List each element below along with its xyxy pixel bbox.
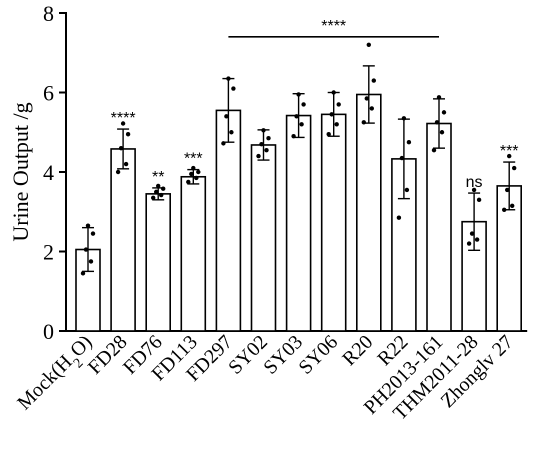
data-point xyxy=(266,136,271,141)
data-point xyxy=(156,183,161,189)
data-point xyxy=(221,141,226,146)
data-point xyxy=(329,112,334,117)
data-point xyxy=(474,237,480,242)
data-point xyxy=(406,139,412,145)
data-point xyxy=(431,147,437,153)
bar-8 xyxy=(355,93,382,332)
y-tick-label: 8 xyxy=(43,1,54,26)
data-point xyxy=(436,95,442,100)
data-point xyxy=(401,116,407,121)
data-point xyxy=(125,132,131,137)
data-point xyxy=(161,186,166,191)
data-point xyxy=(326,132,331,137)
data-point xyxy=(151,195,156,201)
data-point xyxy=(159,192,164,198)
data-point xyxy=(476,197,482,203)
bar-5 xyxy=(250,144,277,332)
data-point xyxy=(334,122,339,127)
data-point xyxy=(510,203,515,208)
significance-label: ns xyxy=(466,174,483,191)
data-point xyxy=(189,171,194,177)
data-point xyxy=(369,106,374,111)
y-tick-label: 4 xyxy=(43,160,54,185)
data-point xyxy=(331,90,336,95)
data-point xyxy=(471,187,477,193)
data-point xyxy=(336,102,341,107)
bar-4 xyxy=(215,109,242,332)
significance-label: ** xyxy=(152,169,164,186)
x-tick-label: FD28 xyxy=(84,331,132,379)
data-point xyxy=(291,134,296,139)
data-point xyxy=(466,241,472,246)
data-point xyxy=(118,145,124,151)
data-point xyxy=(294,114,299,119)
data-point xyxy=(120,121,126,126)
data-point xyxy=(399,155,405,161)
data-point xyxy=(505,187,510,193)
y-tick-label: 2 xyxy=(43,240,54,265)
data-point xyxy=(80,271,86,276)
data-point xyxy=(441,110,447,115)
y-axis-label: Urine Output /g xyxy=(8,102,33,241)
data-point xyxy=(264,147,269,153)
x-tick-label: Mock(H2O) xyxy=(13,331,101,419)
data-point xyxy=(507,153,512,159)
data-point xyxy=(224,114,229,119)
data-point xyxy=(191,165,196,171)
data-point xyxy=(301,102,306,107)
data-point xyxy=(299,122,304,127)
bar-3 xyxy=(180,175,207,332)
data-point xyxy=(439,130,445,135)
data-point xyxy=(85,223,91,228)
significance-label: **** xyxy=(111,110,136,127)
data-point xyxy=(196,169,201,175)
bar-10 xyxy=(426,122,452,332)
data-point xyxy=(229,130,234,135)
data-point xyxy=(261,128,266,133)
data-point xyxy=(259,141,264,147)
data-point xyxy=(502,207,507,212)
significance-label: *** xyxy=(184,151,203,168)
data-point xyxy=(364,96,369,101)
bracket-significance-label: **** xyxy=(321,18,346,35)
data-point xyxy=(115,169,121,175)
data-point xyxy=(469,231,475,236)
data-point xyxy=(366,42,371,47)
x-tick-label: SY03 xyxy=(259,331,307,379)
x-tick-label: SY06 xyxy=(294,331,342,379)
data-point xyxy=(512,165,517,171)
data-point xyxy=(186,179,191,185)
y-tick-label: 6 xyxy=(43,81,54,106)
x-tick-label: R20 xyxy=(338,331,377,370)
bar-6 xyxy=(285,114,312,332)
data-point xyxy=(231,86,236,91)
bar-2 xyxy=(145,193,171,332)
bar-1 xyxy=(110,148,136,332)
data-point xyxy=(296,92,301,97)
data-point xyxy=(90,231,96,236)
data-point xyxy=(396,215,402,220)
data-point xyxy=(256,153,261,159)
data-point xyxy=(361,120,366,125)
data-point xyxy=(194,175,199,181)
x-tick-label: SY02 xyxy=(224,331,272,379)
data-point xyxy=(123,161,129,167)
significance-label: *** xyxy=(500,143,519,160)
data-point xyxy=(154,189,159,195)
y-tick-label: 0 xyxy=(43,319,54,344)
data-point xyxy=(88,259,94,264)
data-point xyxy=(83,247,89,252)
data-point xyxy=(371,78,376,83)
data-point xyxy=(434,120,440,125)
data-point xyxy=(226,76,231,81)
plot-area: 02468Mock(H2O)****FD28**FD76***FD113FD29… xyxy=(13,1,528,425)
bar-7 xyxy=(320,113,347,332)
data-point xyxy=(404,187,410,193)
